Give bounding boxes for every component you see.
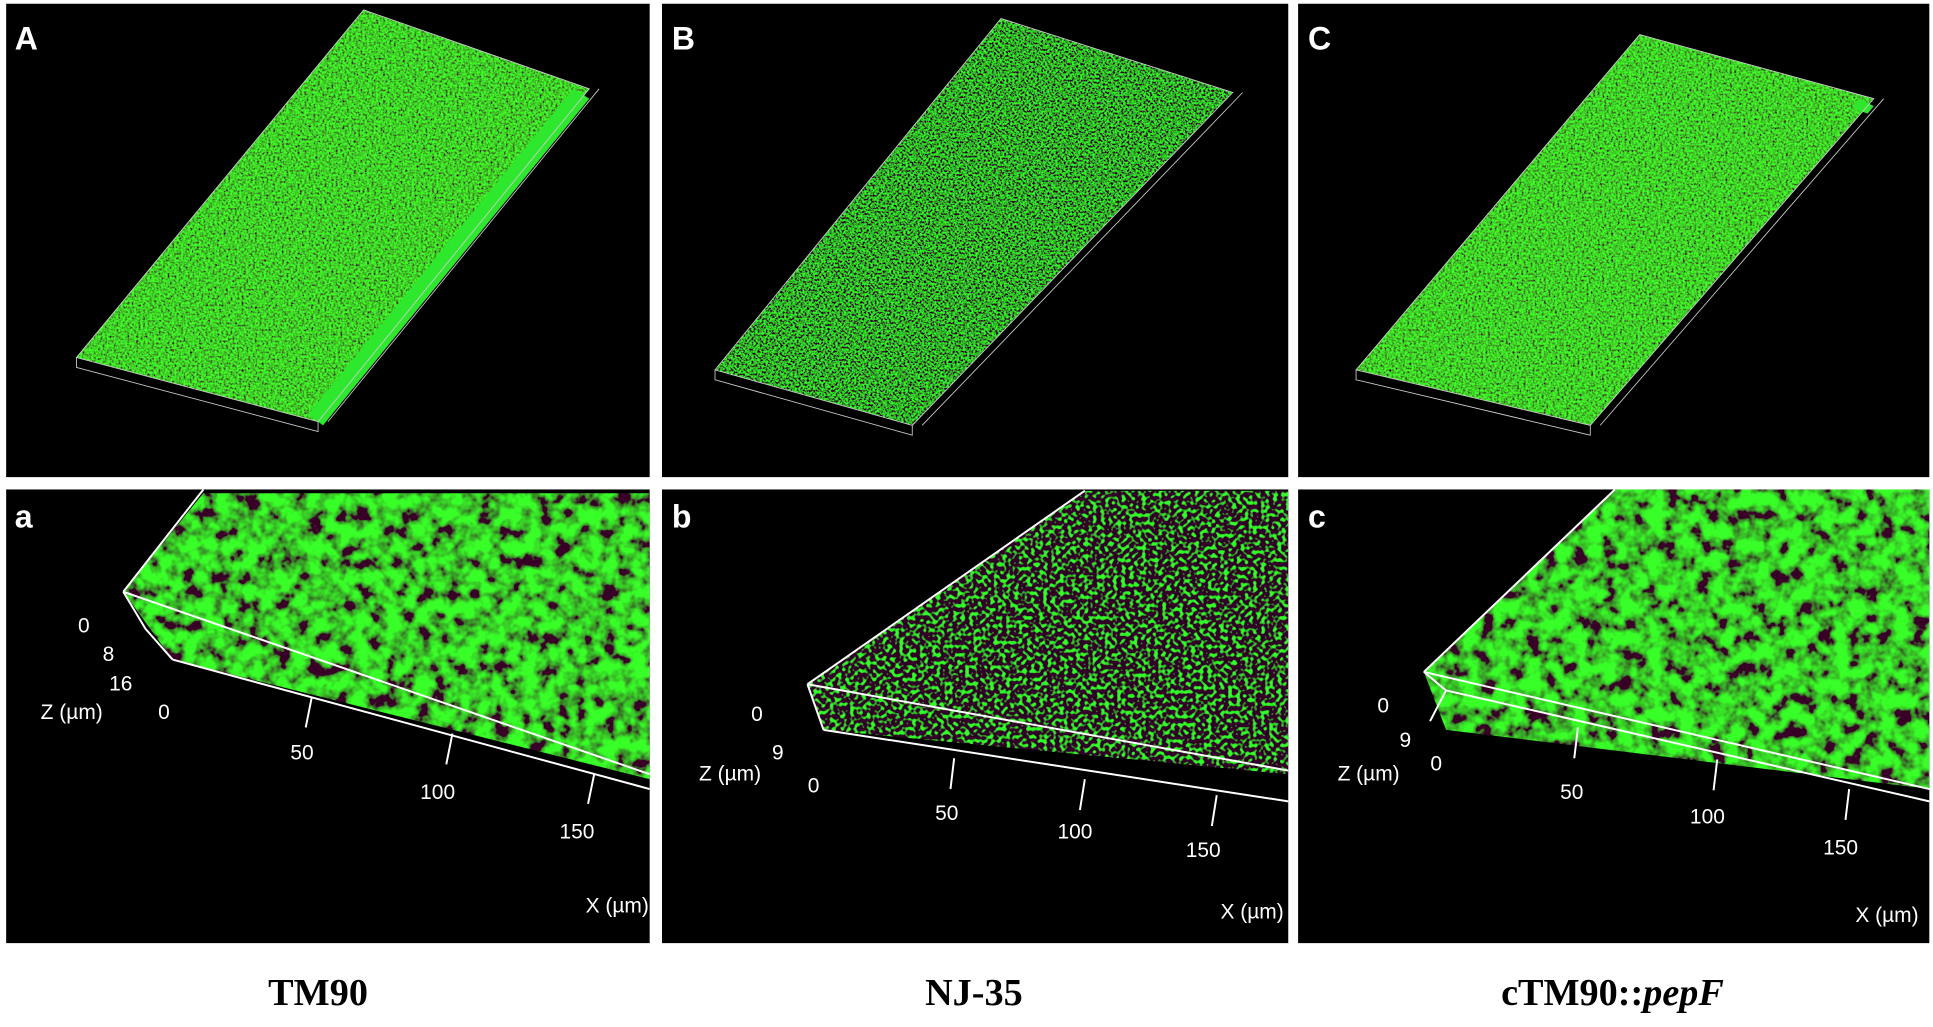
x-axis-line	[1355, 369, 1591, 436]
x-axis-label: X (µm)	[586, 894, 649, 917]
axis-line	[122, 591, 174, 661]
z-axis-label: Z (µm)	[1338, 762, 1400, 785]
z-tick-label: 0	[808, 775, 820, 798]
strain-caption: TM90	[268, 972, 368, 1014]
z-tick-label: 0	[1377, 695, 1389, 718]
z-tick-label: 0	[1430, 753, 1442, 776]
z-tick-label: 0	[158, 701, 170, 724]
panel-label: C	[1308, 20, 1331, 56]
x-tick-label: 50	[290, 741, 313, 764]
panel-label: A	[15, 20, 38, 56]
strain-caption: NJ-35	[925, 972, 1023, 1014]
z-axis-label: Z (µm)	[41, 701, 103, 724]
axis-line	[1445, 689, 1930, 803]
y-axis-line	[327, 88, 600, 422]
x-axis-line	[76, 357, 319, 433]
axis-line	[1423, 670, 1930, 790]
caption-text: cTM90::	[1501, 972, 1643, 1014]
z-tick-label: 9	[1400, 729, 1412, 752]
tick-mark	[1712, 759, 1719, 791]
x-tick-label: 150	[1186, 839, 1221, 862]
z-tick-label: 0	[78, 614, 90, 637]
x-tick-label: 150	[1823, 836, 1858, 859]
x-axis-label: X (µm)	[1855, 904, 1918, 927]
caption-gene: pepF	[1640, 972, 1724, 1014]
axis-line	[807, 683, 1289, 772]
y-axis-line	[1599, 98, 1885, 426]
tick-mark	[949, 758, 956, 790]
slab-edge	[308, 88, 590, 426]
tick-mark	[1078, 779, 1086, 811]
axis-line	[823, 728, 1289, 803]
x-tick-label: 100	[1690, 806, 1725, 829]
axis-line	[1423, 488, 1616, 673]
z-axis-label: Z (µm)	[699, 762, 761, 785]
tick-mark	[1210, 795, 1218, 827]
x-axis-line	[714, 369, 913, 436]
x-tick-label: 150	[559, 820, 594, 843]
panel-label: b	[672, 499, 692, 535]
z-tick-label: 0	[751, 703, 763, 726]
axis-line	[122, 590, 650, 776]
axis-line	[806, 489, 1086, 686]
axis-line	[172, 658, 650, 790]
z-tick-label: 16	[109, 672, 132, 695]
x-tick-label: 100	[1058, 820, 1093, 843]
tick-mark	[587, 774, 596, 805]
y-axis-line	[921, 92, 1243, 426]
tick-mark	[304, 696, 313, 728]
slab-edge	[1852, 98, 1874, 114]
z-tick-label: 8	[103, 643, 115, 666]
axis-line	[122, 488, 205, 593]
panel-label: B	[672, 20, 695, 56]
x-tick-label: 50	[1560, 781, 1583, 804]
x-tick-label: 100	[420, 781, 455, 804]
x-axis-label: X (µm)	[1220, 900, 1283, 923]
axis-line	[1423, 671, 1448, 722]
tick-mark	[1844, 788, 1851, 820]
panel-label: c	[1308, 499, 1326, 535]
strain-caption: cTM90::pepF	[1501, 972, 1724, 1014]
panel-label: a	[15, 499, 34, 535]
x-tick-label: 50	[935, 802, 958, 825]
tick-mark	[1573, 727, 1579, 759]
caption-text: NJ-35	[925, 972, 1023, 1014]
axis-line	[806, 683, 825, 731]
tick-mark	[445, 733, 454, 765]
caption-text: TM90	[268, 972, 368, 1014]
z-tick-label: 9	[772, 741, 784, 764]
